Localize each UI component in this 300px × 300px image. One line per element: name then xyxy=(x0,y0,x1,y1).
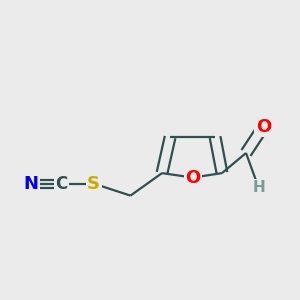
Text: O: O xyxy=(185,169,200,187)
Text: S: S xyxy=(87,175,100,193)
Text: H: H xyxy=(252,180,265,195)
Text: O: O xyxy=(256,118,271,136)
Text: C: C xyxy=(56,175,68,193)
Text: N: N xyxy=(23,175,38,193)
